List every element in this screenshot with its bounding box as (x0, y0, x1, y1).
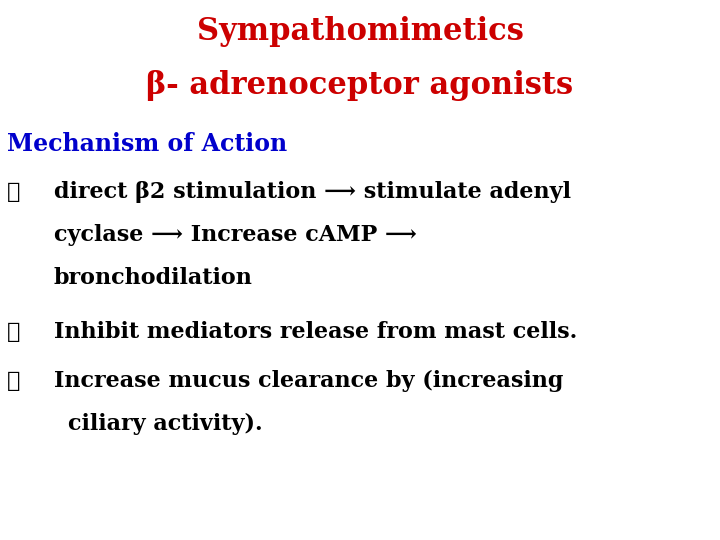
Text: direct β2 stimulation ⟶ stimulate adenyl: direct β2 stimulation ⟶ stimulate adenyl (54, 181, 571, 203)
Text: Inhibit mediators release from mast cells.: Inhibit mediators release from mast cell… (54, 321, 577, 343)
Text: ➢: ➢ (7, 321, 21, 343)
Text: bronchodilation: bronchodilation (54, 267, 253, 289)
Text: Mechanism of Action: Mechanism of Action (7, 132, 287, 156)
Text: ➢: ➢ (7, 181, 21, 203)
Text: β- adrenoceptor agonists: β- adrenoceptor agonists (146, 70, 574, 101)
Text: ➢: ➢ (7, 370, 21, 392)
Text: Increase mucus clearance by (increasing: Increase mucus clearance by (increasing (54, 370, 563, 392)
Text: ciliary activity).: ciliary activity). (68, 413, 263, 435)
Text: Sympathomimetics: Sympathomimetics (197, 16, 523, 47)
Text: cyclase ⟶ Increase cAMP ⟶: cyclase ⟶ Increase cAMP ⟶ (54, 224, 417, 246)
